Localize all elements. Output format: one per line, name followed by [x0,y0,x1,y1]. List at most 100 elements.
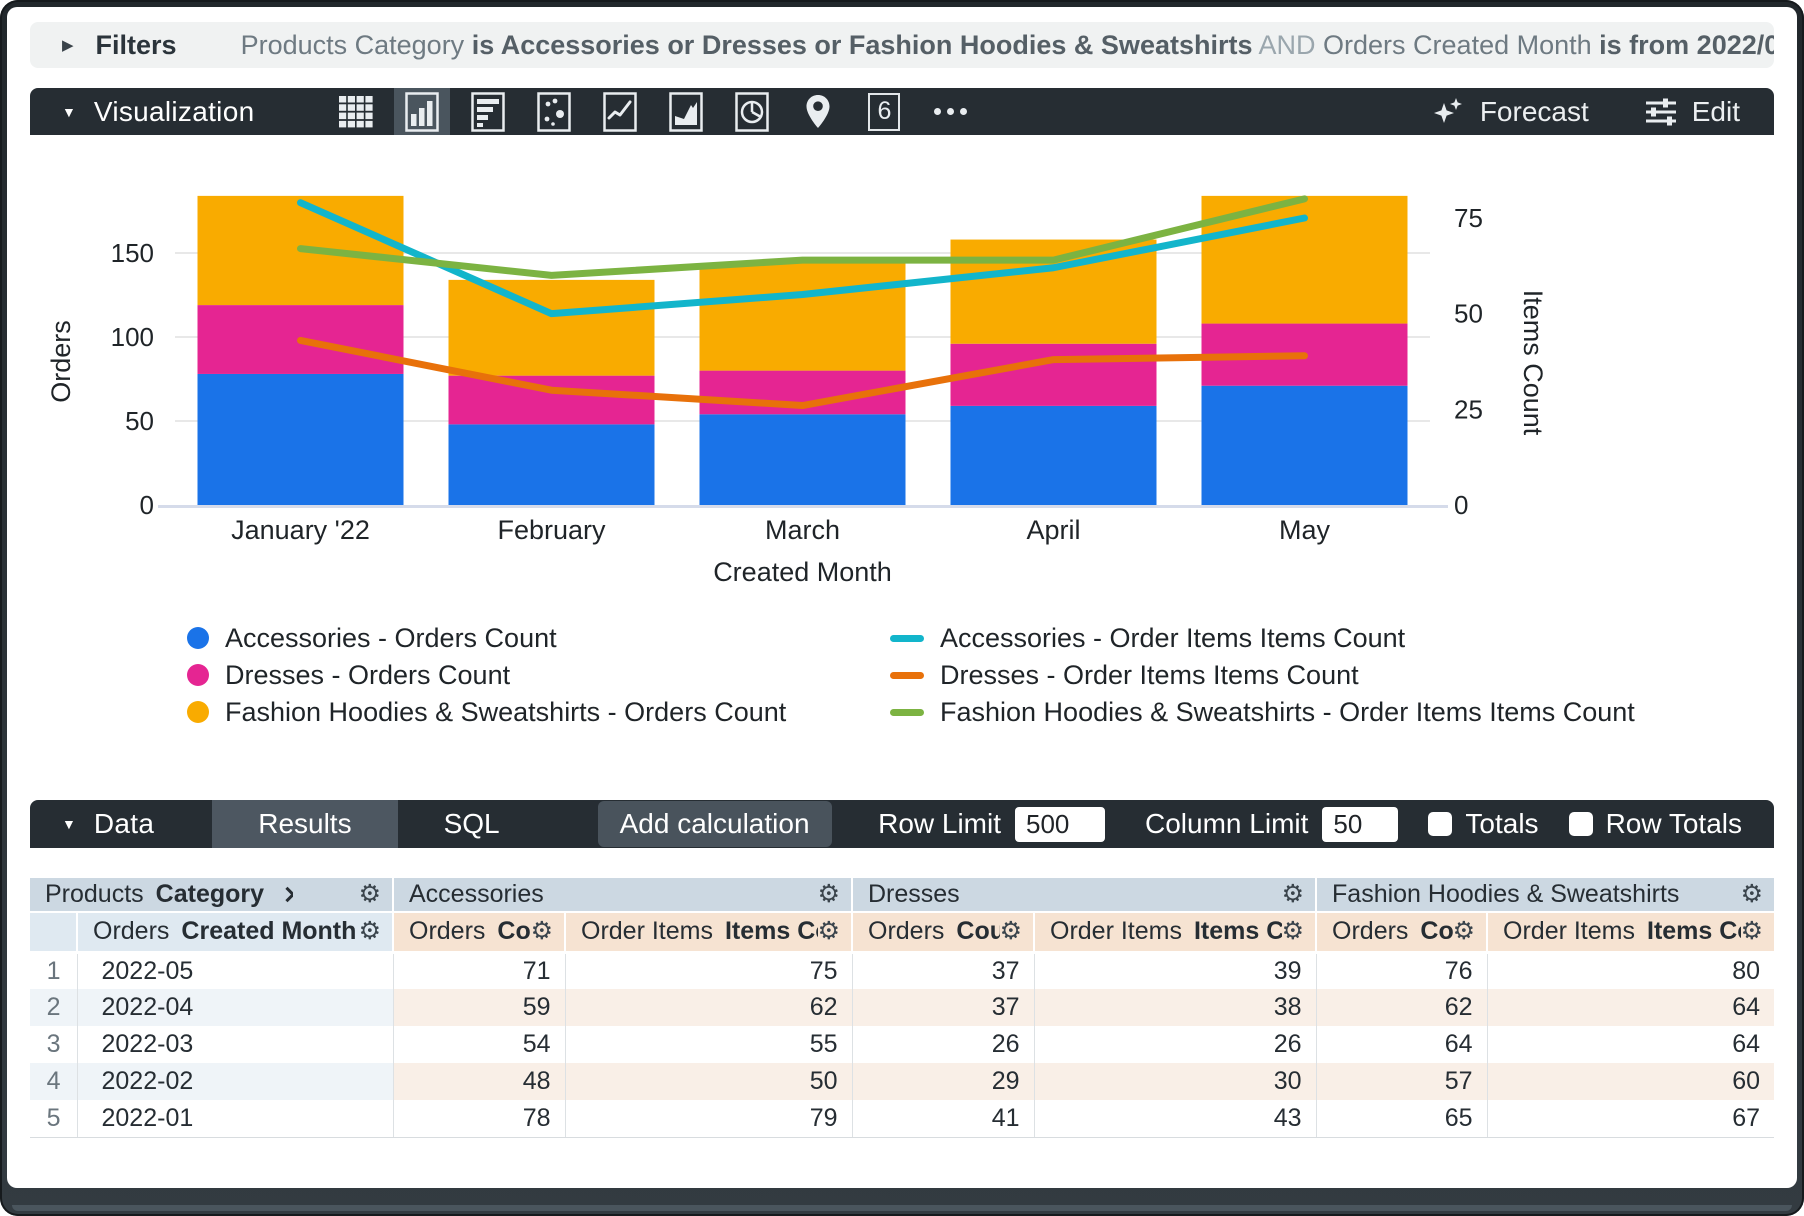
value-cell[interactable]: 29 [851,1063,1034,1100]
value-cell[interactable]: 37 [851,952,1034,989]
bar-segment[interactable] [950,405,1157,505]
value-cell[interactable]: 39 [1033,952,1317,989]
bar-segment[interactable] [1201,385,1408,505]
chart-svg[interactable]: 0 50 100 150 0 25 50 75 January '22 February March… [30,135,1774,595]
row-totals-checkbox[interactable] [1568,812,1593,836]
column-limit-input[interactable] [1322,806,1399,842]
line-series[interactable] [297,199,1308,318]
viz-type-scatter-button[interactable] [526,88,582,135]
value-cell[interactable]: 37 [851,989,1034,1026]
value-cell[interactable]: 79 [564,1100,852,1138]
measure-header[interactable]: Orders Count⚙ [851,912,1034,954]
add-calculation-button[interactable]: Add calculation [597,801,832,847]
viz-type-line-button[interactable] [592,88,648,135]
value-cell[interactable]: 30 [1033,1063,1317,1100]
legend-item[interactable]: Accessories - Orders Count [187,623,890,653]
value-cell[interactable]: 67 [1486,1100,1775,1138]
legend-item[interactable]: Fashion Hoodies & Sweatshirts - Order It… [890,697,1635,727]
bar-segment[interactable] [197,373,404,505]
value-cell[interactable]: 76 [1315,952,1488,989]
viz-type-single-value-button[interactable]: 6 [856,88,912,135]
value-cell[interactable]: 62 [1315,989,1488,1026]
tab-sql[interactable]: SQL [443,808,500,839]
value-cell[interactable]: 62 [564,989,852,1026]
bar-segment[interactable] [699,263,906,371]
measure-header[interactable]: Order Items Items Count⚙ [1032,912,1317,954]
gear-icon[interactable]: ⚙ [1740,917,1764,946]
value-cell[interactable]: 64 [1486,989,1775,1026]
bar-segment[interactable] [699,414,906,505]
legend-item[interactable]: Dresses - Orders Count [187,660,890,690]
bar-segment[interactable] [448,375,655,425]
viz-type-table-button[interactable] [328,88,384,135]
gear-icon[interactable]: ⚙ [530,917,553,946]
value-cell[interactable]: 26 [851,1026,1034,1063]
gear-icon[interactable]: ⚙ [358,917,381,946]
gear-icon[interactable]: ⚙ [358,880,381,908]
viz-type-more-button[interactable] [922,88,978,135]
dimension-cell[interactable]: 2022-01 [76,1100,393,1138]
gear-icon[interactable]: ⚙ [1452,917,1476,946]
value-cell[interactable]: 54 [392,1026,565,1063]
value-cell[interactable]: 55 [564,1026,852,1063]
chevron-right-icon[interactable] [279,886,294,903]
orders-created-month-header[interactable]: Orders Created Month↓⚙ [76,912,393,954]
line-series[interactable] [297,336,1308,410]
gear-icon[interactable]: ⚙ [1281,880,1305,908]
line-series[interactable] [297,195,1308,279]
forecast-button[interactable]: Forecast [1431,95,1589,129]
viz-type-pie-button[interactable] [724,88,780,135]
products-category-header[interactable]: Products Category ⚙ [30,878,393,913]
value-cell[interactable]: 75 [564,952,852,989]
gear-icon[interactable]: ⚙ [1740,880,1764,908]
row-limit-input[interactable] [1015,806,1106,842]
collapse-data-icon[interactable]: ▼ [62,816,76,832]
value-cell[interactable]: 41 [851,1100,1034,1138]
value-cell[interactable]: 57 [1315,1063,1488,1100]
value-cell[interactable]: 43 [1033,1100,1317,1138]
measure-header[interactable]: Order Items Items Count⚙ [564,912,852,954]
data-title[interactable]: Data [93,808,155,839]
viz-type-bar-button[interactable] [460,88,516,135]
visualization-title[interactable]: Visualization [93,95,255,127]
bar-segment[interactable] [448,424,655,505]
legend-item[interactable]: Dresses - Order Items Items Count [890,660,1635,690]
gear-icon[interactable]: ⚙ [999,917,1022,946]
value-cell[interactable]: 38 [1033,989,1317,1026]
viz-type-map-button[interactable] [790,88,846,135]
bar-segment[interactable] [448,279,655,376]
dimension-cell[interactable]: 2022-03 [76,1026,393,1063]
tab-results[interactable]: Results [212,800,398,848]
value-cell[interactable]: 59 [392,989,565,1026]
measure-header[interactable]: Orders Count⚙ [392,912,565,954]
expand-filters-icon[interactable]: ▶ [62,37,74,54]
viz-type-area-button[interactable] [658,88,714,135]
value-cell[interactable]: 65 [1315,1100,1488,1138]
totals-checkbox[interactable] [1428,812,1453,836]
gear-icon[interactable]: ⚙ [817,917,840,946]
dimension-cell[interactable]: 2022-05 [76,952,393,989]
pivot-value-header[interactable]: Accessories ⚙ [392,878,852,913]
value-cell[interactable]: 26 [1033,1026,1317,1063]
pivot-value-header[interactable]: Fashion Hoodies & Sweatshirts ⚙ [1315,878,1775,913]
value-cell[interactable]: 48 [392,1063,565,1100]
measure-header[interactable]: Orders Count⚙ [1315,912,1488,954]
value-cell[interactable]: 50 [564,1063,852,1100]
legend-item[interactable]: Accessories - Order Items Items Count [890,623,1635,653]
value-cell[interactable]: 71 [392,952,565,989]
viz-type-column-button[interactable] [394,88,451,135]
gear-icon[interactable]: ⚙ [1281,917,1305,946]
collapse-visualization-icon[interactable]: ▼ [62,103,76,120]
gear-icon[interactable]: ⚙ [817,880,840,908]
pivot-value-header[interactable]: Dresses ⚙ [850,878,1317,913]
dimension-cell[interactable]: 2022-04 [76,989,393,1026]
dimension-cell[interactable]: 2022-02 [76,1063,393,1100]
value-cell[interactable]: 60 [1486,1063,1775,1100]
filters-bar[interactable]: ▶ Filters Products Category is Accessori… [30,22,1774,68]
value-cell[interactable]: 80 [1486,952,1775,989]
value-cell[interactable]: 64 [1486,1026,1775,1063]
legend-item[interactable]: Fashion Hoodies & Sweatshirts - Orders C… [187,697,890,727]
value-cell[interactable]: 64 [1315,1026,1488,1063]
measure-header[interactable]: Order Items Items Count⚙ [1486,912,1775,954]
edit-button[interactable]: Edit [1645,96,1740,128]
